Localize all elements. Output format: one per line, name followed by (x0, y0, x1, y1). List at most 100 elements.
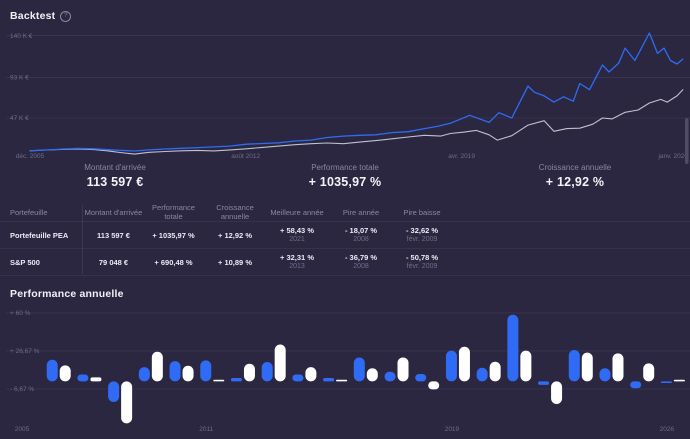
table-cell: + 10,89 % (218, 257, 252, 267)
portfolio-name-cell: Portefeuille PEA (10, 230, 69, 240)
bar-chart-y-tick: + 60 % (10, 310, 31, 317)
pea-bar-2017[interactable] (384, 371, 396, 382)
pea-bar-2010[interactable] (169, 361, 181, 382)
line-chart-x-tick: août 2012 (231, 153, 260, 160)
sp500-bar-2022[interactable] (551, 381, 563, 404)
sp500-bar-2008[interactable] (121, 381, 133, 424)
table-cell-with-year: - 36,79 % 2008 (326, 253, 396, 272)
pea-bar-2016[interactable] (353, 357, 365, 382)
cell-value: + 58,43 % (280, 225, 314, 235)
annual-performance-title-text: Performance annuelle (10, 288, 124, 300)
pea-bar-2026[interactable] (660, 381, 672, 383)
sp500-bar-2026[interactable] (673, 379, 685, 382)
pea-bar-2006[interactable] (46, 359, 58, 382)
pea-bar-2022[interactable] (538, 381, 550, 385)
sp500-bar-2023[interactable] (581, 352, 593, 382)
portfolio-name-cell: S&P 500 (10, 257, 40, 267)
table-row[interactable]: Portefeuille PEA 113 597 € + 1035,97 % + 12… (0, 222, 690, 249)
table-body: Portefeuille PEA 113 597 € + 1035,97 % + 12… (0, 222, 690, 276)
line-chart-y-tick: 93 K € (10, 74, 29, 81)
line-chart-x-tick: avr. 2019 (448, 153, 475, 160)
stat-label: Croissance annuelle (538, 163, 612, 172)
table-cell: + 690,48 % (154, 257, 193, 267)
pea-bar-2008[interactable] (108, 381, 120, 403)
cell-year: 2021 (289, 236, 305, 244)
table-cell-with-year: + 32,31 % 2013 (268, 253, 326, 272)
table-cell-with-year: - 50,78 % févr. 2009 (396, 253, 448, 272)
page-title: Backtest ? (10, 10, 72, 22)
table-cell-with-year: - 18,07 % 2008 (326, 226, 396, 245)
sp500-bar-2017[interactable] (397, 357, 409, 382)
sp500-line[interactable] (29, 89, 684, 155)
pea-bar-2019[interactable] (445, 350, 457, 382)
pea-bar-2020[interactable] (476, 367, 488, 382)
sp500-bar-2009[interactable] (151, 351, 163, 382)
pea-bar-2014[interactable] (292, 374, 304, 382)
sp500-bar-2016[interactable] (366, 368, 378, 382)
line-chart-x-tick: déc. 2005 (16, 153, 45, 160)
cell-value: + 32,31 % (280, 252, 314, 262)
pea-bar-2009[interactable] (138, 367, 150, 382)
sp500-bar-2013[interactable] (274, 344, 286, 382)
cell-value: - 18,07 % (344, 225, 378, 235)
bar-chart-x-tick: 2011 (199, 426, 213, 433)
pea-bar-2018[interactable] (415, 373, 427, 382)
pea-bar-2015[interactable] (323, 377, 335, 382)
pea-bar-2013[interactable] (261, 362, 273, 382)
pea-bar-2023[interactable] (568, 350, 580, 382)
sp500-bar-2019[interactable] (458, 346, 470, 382)
line-chart-y-tick: 140 K € (10, 33, 33, 40)
cell-year: févr. 2009 (406, 263, 438, 271)
table-column-divider (82, 205, 83, 274)
table-cell: + 1035,97 % (152, 230, 195, 240)
table-header-cell: Portefeuille (10, 207, 48, 217)
info-icon[interactable]: ? (60, 10, 72, 22)
cell-year: 2008 (353, 263, 369, 271)
annual-performance-title: Performance annuelle (10, 288, 124, 300)
pea-bar-2012[interactable] (230, 377, 242, 382)
scrollbar-thumb[interactable] (685, 118, 689, 164)
cell-value: - 50,78 % (405, 252, 439, 262)
pea-bar-2025[interactable] (630, 381, 642, 389)
cell-value: - 36,79 % (344, 252, 378, 262)
sp500-bar-2025[interactable] (643, 363, 655, 382)
sp500-bar-2007[interactable] (90, 377, 102, 382)
stat-performance-totale: Performance totale + 1035,97 % (230, 163, 460, 189)
sp500-bar-2018[interactable] (428, 381, 440, 390)
bar-chart-x-tick: 2019 (445, 426, 460, 433)
sp500-bar-2021[interactable] (520, 350, 532, 382)
stat-montant-arrivee: Montant d'arrivée 113 597 € (0, 163, 230, 189)
pea-bar-2007[interactable] (77, 374, 89, 382)
pea-bar-2021[interactable] (507, 314, 519, 382)
table-header-cell: Croissance annuelle (216, 203, 254, 221)
stat-value: 113 597 € (86, 175, 144, 189)
sp500-bar-2020[interactable] (489, 361, 501, 382)
pea-bar-2011[interactable] (200, 360, 212, 382)
sp500-bar-2014[interactable] (305, 367, 317, 382)
sp500-bar-2006[interactable] (59, 365, 71, 382)
sp500-bar-2024[interactable] (612, 353, 624, 382)
table-header-cell: Performance totale (152, 203, 195, 221)
cell-year: févr. 2009 (406, 236, 438, 244)
table-header-cell: Meilleure année (270, 207, 324, 217)
bar-chart-y-tick: + 26,67 % (10, 348, 40, 355)
sp500-bar-2012[interactable] (243, 363, 255, 382)
sp500-bar-2015[interactable] (336, 379, 348, 382)
pea-line[interactable] (29, 32, 684, 152)
table-cell: 113 597 € (97, 230, 130, 240)
cell-year: 2013 (289, 263, 305, 271)
portfolio-table: Portefeuille Montant d'arrivée Performance… (0, 203, 690, 276)
table-row[interactable]: S&P 500 79 048 € + 690,48 % + 10,89 % + 32,3… (0, 249, 690, 276)
cell-value: - 32,62 % (405, 225, 439, 235)
table-header-cell: Pire année (342, 207, 380, 217)
table-cell: 79 048 € (98, 257, 129, 267)
bar-chart-y-tick: - 6,67 % (10, 386, 34, 393)
line-chart-y-tick: 47 K € (10, 115, 29, 122)
page-title-text: Backtest (10, 10, 56, 22)
sp500-bar-2010[interactable] (182, 365, 194, 382)
stat-label: Performance totale (311, 163, 379, 172)
sp500-bar-2011[interactable] (213, 379, 225, 382)
pea-bar-2024[interactable] (599, 368, 611, 382)
